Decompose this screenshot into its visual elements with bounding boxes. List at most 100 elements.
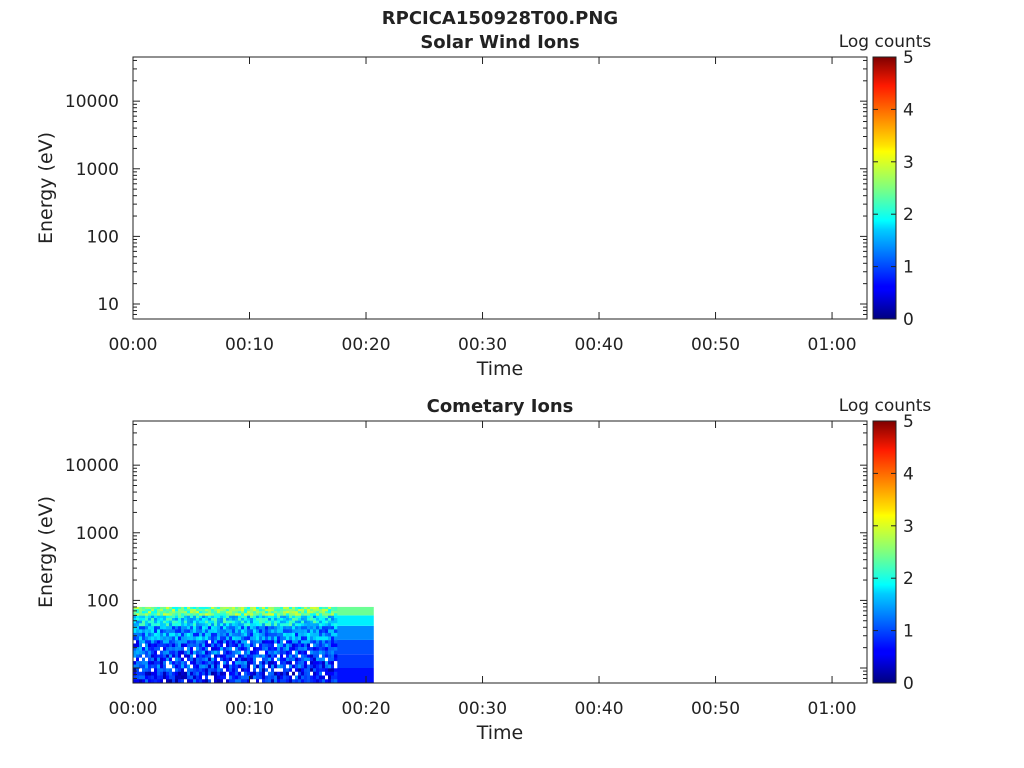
spectrogram-cell	[232, 620, 236, 624]
spectrogram-cell	[310, 606, 314, 610]
spectrogram-cell	[268, 679, 272, 684]
spectrogram-cell	[211, 625, 215, 630]
spectrogram-cell	[232, 643, 236, 648]
spectrogram-cell	[136, 606, 140, 610]
spectrogram-cell	[190, 625, 194, 630]
spectrogram-cell	[325, 664, 329, 669]
spectrogram-cell	[196, 623, 200, 627]
spectrogram-cell	[184, 664, 188, 669]
spectrogram-cell	[136, 657, 140, 662]
spectrogram-cell	[286, 675, 290, 680]
spectrogram-cell	[250, 679, 254, 684]
spectrogram-cell	[157, 632, 161, 637]
spectrogram-cell	[292, 668, 296, 673]
spectrogram-cell	[277, 650, 281, 655]
spectrogram-cell	[250, 643, 254, 648]
spectrogram-cell	[157, 657, 161, 662]
spectrogram-cell	[154, 661, 158, 665]
spectrogram-cell	[301, 611, 305, 614]
spectrogram-cell	[265, 606, 269, 610]
spectrogram-cell	[148, 639, 152, 644]
spectrogram-cell	[325, 615, 329, 619]
spectrogram-cell	[328, 679, 332, 684]
spectrogram-cell	[304, 654, 308, 658]
spectrogram-cell	[133, 650, 137, 655]
spectrogram-cell	[253, 636, 257, 641]
spectrogram-cell	[232, 625, 236, 630]
spectrogram-cell	[199, 654, 203, 658]
spectrogram-cell	[289, 623, 293, 627]
spectrogram-cell	[331, 618, 335, 621]
spectrogram-cell	[142, 613, 146, 616]
spectrogram-cell	[136, 664, 140, 669]
spectrogram-cell	[322, 679, 326, 684]
spectrogram-cell	[157, 609, 161, 612]
spectrogram-cell	[220, 623, 224, 627]
spectrogram-cell	[292, 639, 296, 644]
spectrogram-cell	[307, 636, 311, 641]
spectrogram-cell	[190, 632, 194, 637]
spectrogram-cell	[151, 668, 155, 673]
spectrogram-cell	[322, 623, 326, 627]
spectrogram-cell	[187, 618, 191, 621]
colorbar-tick-label: 2	[903, 205, 914, 225]
spectrogram-cell	[241, 671, 245, 676]
spectrogram-cell	[151, 654, 155, 658]
spectrogram-cell	[175, 643, 179, 648]
spectrogram-cell	[163, 615, 167, 619]
spectrogram-cell	[319, 613, 323, 616]
spectrogram-cell	[247, 618, 251, 621]
spectrogram-cell	[268, 609, 272, 612]
spectrogram-cell	[268, 657, 272, 662]
x-tick-label: 00:10	[225, 335, 274, 355]
spectrogram-cell	[133, 618, 137, 621]
spectrogram-cell	[214, 615, 218, 619]
spectrogram-cell	[235, 613, 239, 616]
spectrogram-cell	[325, 632, 329, 637]
spectrogram-cell	[235, 629, 239, 634]
spectrogram-cell	[196, 650, 200, 655]
spectrogram-cell	[148, 643, 152, 648]
spectrogram-cell	[235, 639, 239, 644]
spectrogram-cell	[211, 650, 215, 655]
spectrogram-cell	[265, 657, 269, 662]
spectrogram-cell	[157, 636, 161, 641]
spectrogram-cell	[331, 671, 335, 676]
spectrogram-cell	[238, 661, 242, 665]
spectrogram-cell	[295, 650, 299, 655]
spectrogram-cell	[220, 647, 224, 651]
spectrogram-cell	[235, 611, 239, 614]
spectrogram-cell	[187, 657, 191, 662]
spectrogram-cell	[157, 664, 161, 669]
spectrogram-cell	[169, 606, 173, 610]
spectrogram-cell	[193, 611, 197, 614]
spectrogram-cell	[145, 613, 149, 616]
spectrogram-cell	[172, 654, 176, 658]
spectrogram-cell	[283, 661, 287, 665]
spectrogram-cell	[181, 647, 185, 651]
spectrogram-cell	[307, 668, 311, 673]
spectrogram-cell	[283, 629, 287, 634]
spectrogram-cell	[205, 664, 209, 669]
spectrogram-cell	[226, 609, 230, 612]
spectrogram-cell	[295, 661, 299, 665]
spectrogram-cell	[313, 615, 317, 619]
spectrogram-cell	[172, 609, 176, 612]
spectrogram-data	[133, 606, 374, 684]
spectrogram-cell	[160, 618, 164, 621]
spectrogram-cell	[292, 629, 296, 634]
spectrogram-cell	[220, 650, 224, 655]
spectrogram-cell	[160, 629, 164, 634]
spectrogram-cell	[214, 618, 218, 621]
spectrogram-cell	[142, 679, 146, 684]
spectrogram-cell	[259, 679, 263, 684]
spectrogram-cell	[262, 668, 266, 673]
spectrogram-cell	[268, 611, 272, 614]
spectrogram-cell	[136, 671, 140, 676]
spectrogram-cell	[232, 636, 236, 641]
y-tick-label: 10000	[65, 92, 119, 112]
spectrogram-cell	[181, 639, 185, 644]
spectrogram-cell	[283, 679, 287, 684]
spectrogram-cell	[334, 618, 338, 621]
